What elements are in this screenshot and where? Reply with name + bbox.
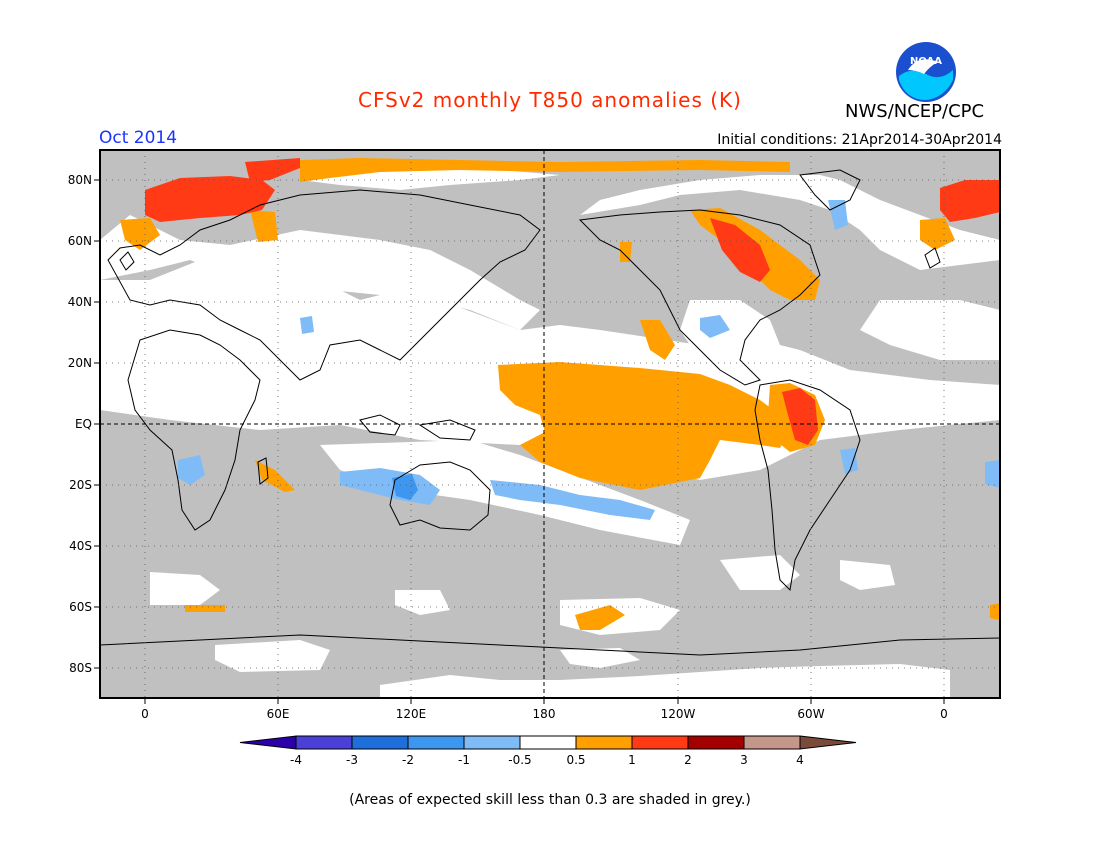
colorbar-swatch xyxy=(407,735,465,750)
colorbar-swatch xyxy=(687,735,745,750)
skill-footnote: (Areas of expected skill less than 0.3 a… xyxy=(349,792,751,808)
lat-tick-label: 20S xyxy=(69,478,92,492)
colorbar-label: 4 xyxy=(796,753,804,767)
forecast-month: Oct 2014 xyxy=(99,128,178,148)
colorbar-swatch xyxy=(631,735,689,750)
colorbar xyxy=(239,735,857,750)
colorbar-label: -2 xyxy=(402,753,414,767)
colorbar-swatch xyxy=(463,735,521,750)
lat-tick-label: 20N xyxy=(68,356,92,370)
lat-tick-label: 60N xyxy=(68,234,92,248)
initial-conditions: Initial conditions: 21Apr2014-30Apr2014 xyxy=(717,132,1002,148)
org-label: NWS/NCEP/CPC xyxy=(845,101,985,122)
lon-tick-label: 60W xyxy=(797,707,824,721)
colorbar-label: 1 xyxy=(628,753,636,767)
colorbar-low-arrow xyxy=(239,735,297,750)
lon-tick-label: 120E xyxy=(396,707,427,721)
colorbar-label: 2 xyxy=(684,753,692,767)
lat-tick-label: EQ xyxy=(75,417,92,431)
lat-tick-label: 80N xyxy=(68,173,92,187)
lat-tick-label: 80S xyxy=(69,661,92,675)
colorbar-swatch xyxy=(519,735,577,750)
colorbar-label: -0.5 xyxy=(508,753,531,767)
lat-tick-label: 40S xyxy=(69,539,92,553)
lon-tick-label: 120W xyxy=(661,707,696,721)
logo-text: NOAA xyxy=(910,56,942,67)
colorbar-label: 0.5 xyxy=(566,753,585,767)
chart-title: CFSv2 monthly T850 anomalies (K) xyxy=(358,88,742,112)
axis-ticks xyxy=(94,179,945,704)
lon-tick-label: 180 xyxy=(533,707,556,721)
lat-tick-label: 60S xyxy=(69,600,92,614)
lat-tick-label: 40N xyxy=(68,295,92,309)
colorbar-swatch xyxy=(295,735,353,750)
lon-tick-label: 0 xyxy=(141,707,149,721)
colorbar-label: -1 xyxy=(458,753,470,767)
colorbar-swatch xyxy=(351,735,409,750)
colorbar-label: 3 xyxy=(740,753,748,767)
graticule xyxy=(100,150,1000,698)
coastlines xyxy=(100,169,1000,656)
colorbar-swatch xyxy=(575,735,633,750)
colorbar-swatch xyxy=(743,735,801,750)
cool-anomaly-light xyxy=(178,200,1000,520)
colorbar-label: -3 xyxy=(346,753,358,767)
lon-tick-label: 60E xyxy=(267,707,290,721)
colorbar-label: -4 xyxy=(290,753,302,767)
reference-lines xyxy=(100,150,1000,698)
map-field xyxy=(100,150,1000,698)
cool-anomaly-medium xyxy=(392,474,418,500)
lon-tick-label: 0 xyxy=(940,707,948,721)
noaa-logo: NOAA xyxy=(894,40,958,108)
warm-anomaly-orange xyxy=(120,158,1000,630)
colorbar-high-arrow xyxy=(799,735,857,750)
warm-anomaly-red xyxy=(145,158,1000,445)
